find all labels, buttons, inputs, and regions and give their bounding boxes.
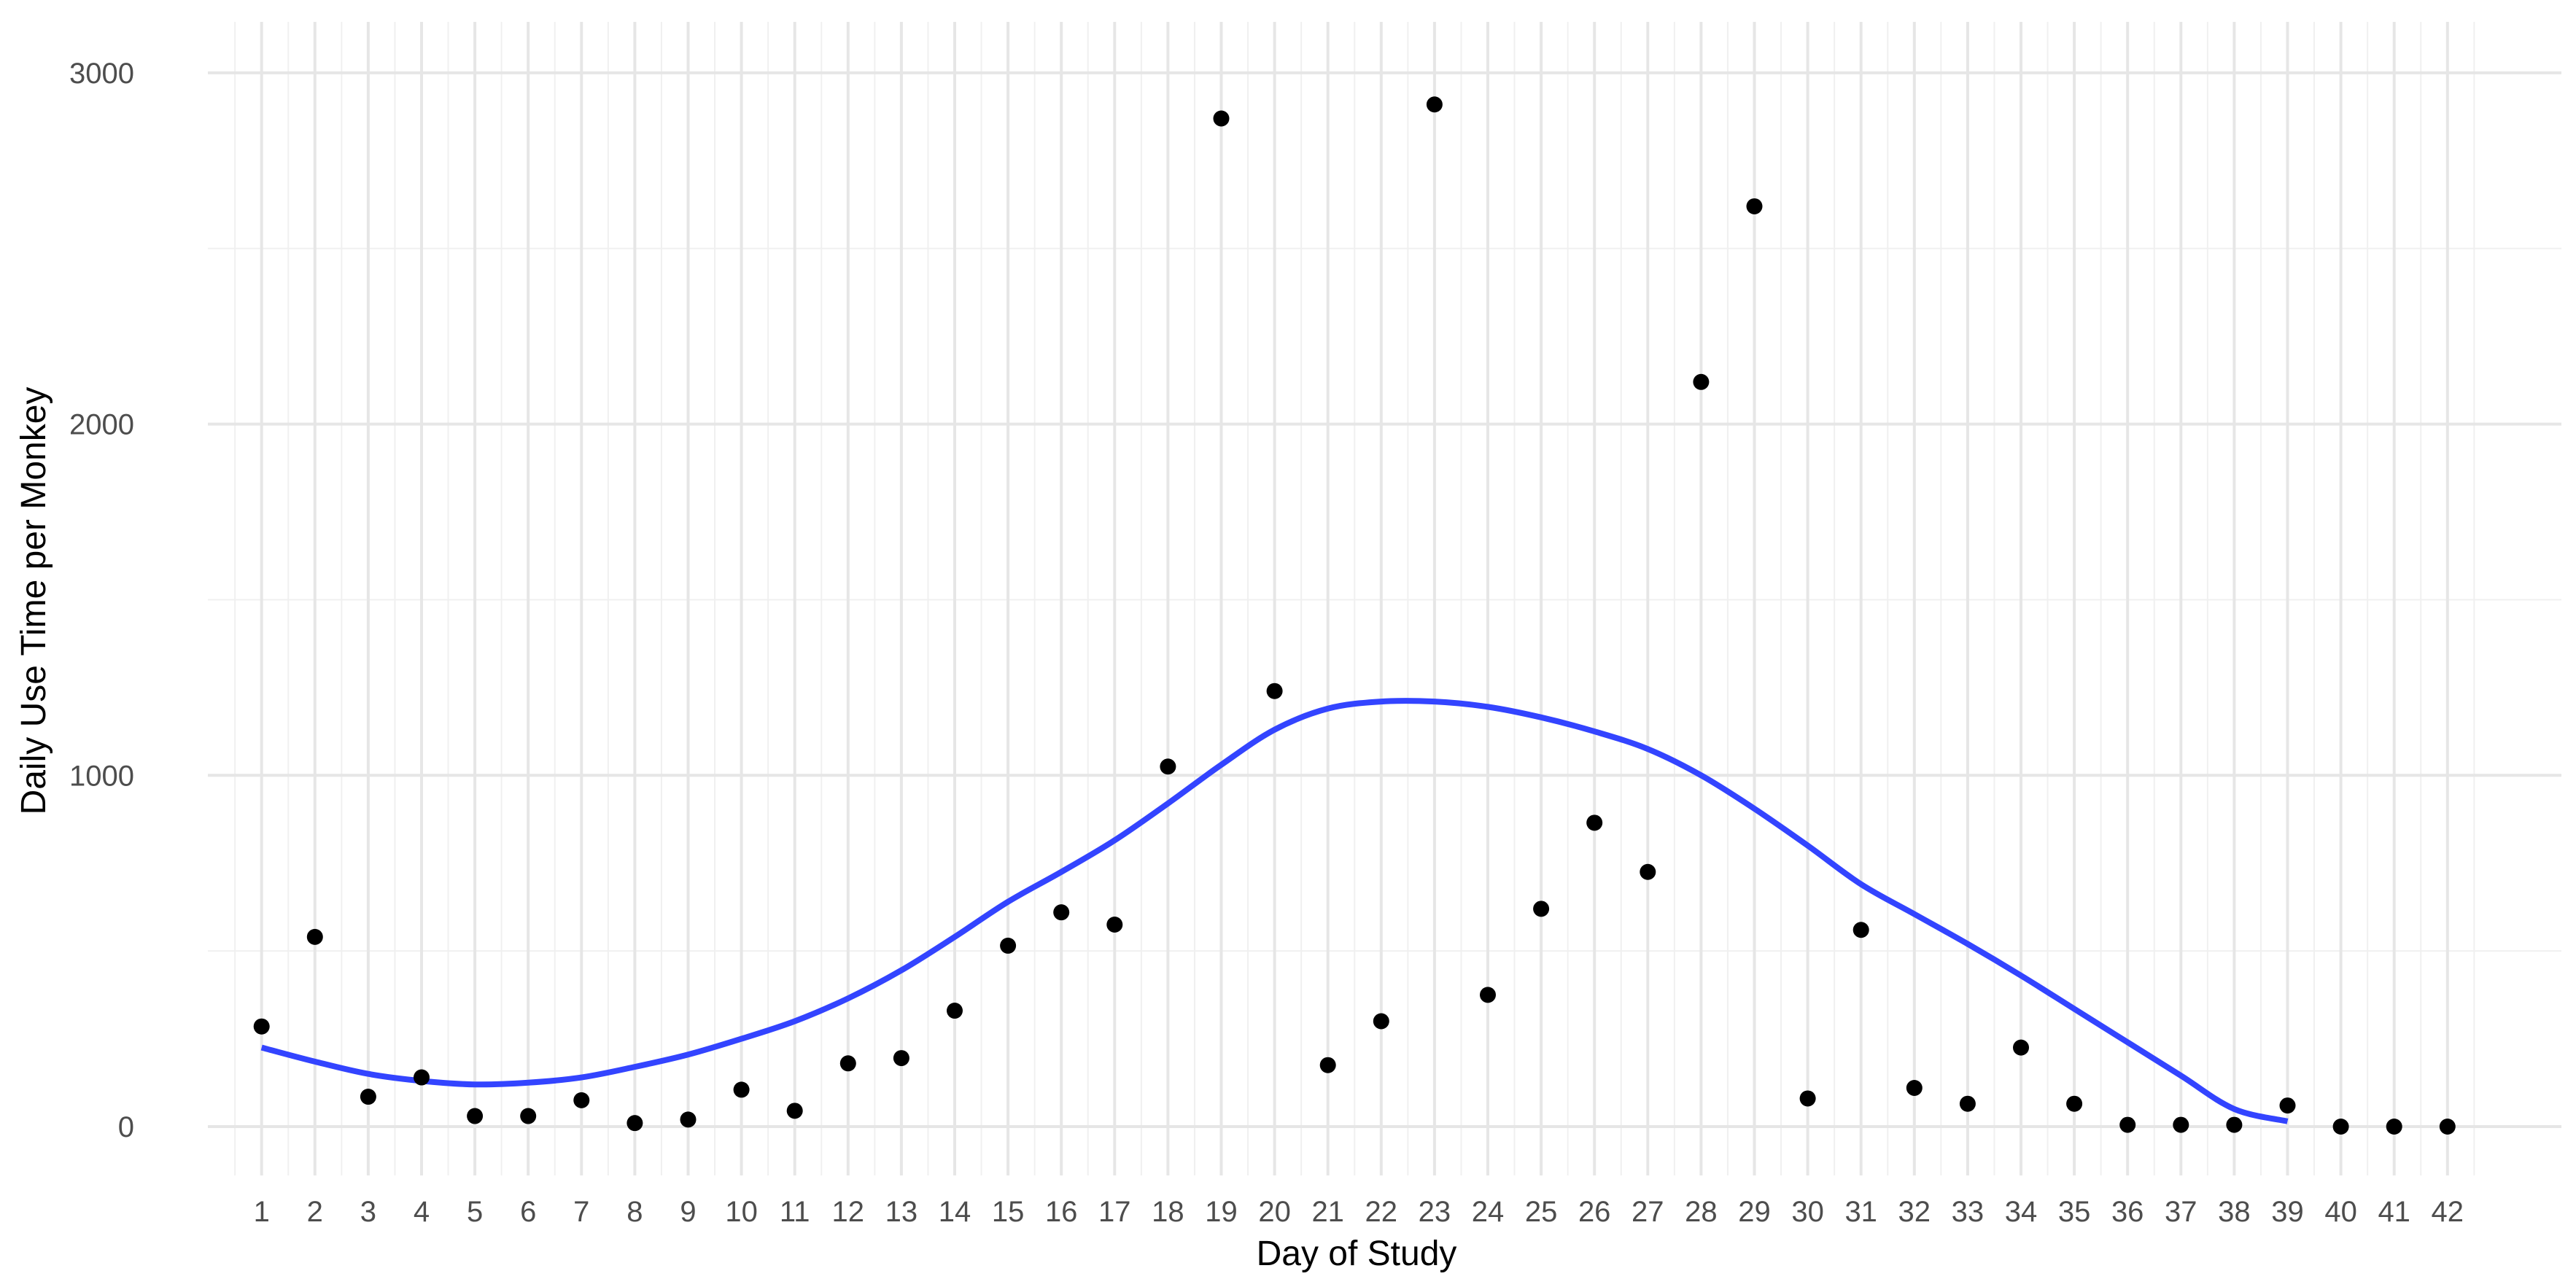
data-point [2226,1116,2243,1133]
x-axis-ticks: 1 2 3 4 5 6 7 8 9 10 11 12 13 14 15 16 17 18 19 20 21 22 23 24 2… [254,1196,2464,1228]
data-point [680,1111,697,1128]
y-tick-label: 2000 [69,409,134,441]
x-tick-label: 22 [1365,1196,1398,1228]
x-tick-label: 36 [2111,1196,2144,1228]
x-tick-label: 17 [1098,1196,1131,1228]
data-point [1213,110,1230,127]
data-point [733,1081,750,1098]
y-axis-ticks: 0 1000 2000 3000 [69,58,134,1143]
x-axis-title: Day of Study [1257,1234,1457,1273]
x-tick-label: 27 [1632,1196,1664,1228]
y-tick-label: 3000 [69,58,134,90]
x-tick-label: 3 [360,1196,376,1228]
data-point [2279,1097,2296,1114]
data-point [2066,1095,2083,1112]
y-tick-label: 0 [118,1111,134,1143]
data-point [1906,1080,1923,1097]
data-point [1053,904,1070,921]
data-point [1000,937,1017,954]
x-tick-label: 6 [520,1196,536,1228]
x-tick-label: 32 [1898,1196,1931,1228]
x-tick-label: 19 [1205,1196,1238,1228]
data-point [1853,922,1869,938]
x-tick-label: 41 [2378,1196,2410,1228]
x-tick-label: 21 [1311,1196,1344,1228]
data-point [1106,917,1123,933]
data-point [2119,1116,2136,1133]
smooth-trend-line [260,698,2289,1124]
x-tick-label: 37 [2165,1196,2197,1228]
x-tick-label: 26 [1578,1196,1611,1228]
data-point [1746,198,1763,214]
data-point [1319,1057,1336,1073]
x-tick-label: 2 [307,1196,323,1228]
data-point [2013,1039,2029,1056]
data-point [893,1050,909,1067]
data-points-layer [253,96,2456,1135]
x-tick-label: 42 [2432,1196,2464,1228]
x-tick-label: 4 [414,1196,430,1228]
data-point [839,1055,856,1072]
x-tick-label: 25 [1525,1196,1558,1228]
x-tick-label: 9 [680,1196,696,1228]
y-axis-title: Daily Use Time per Monkey [15,387,53,815]
x-tick-label: 15 [992,1196,1025,1228]
x-tick-label: 7 [573,1196,589,1228]
data-point [467,1108,484,1124]
x-tick-label: 40 [2324,1196,2357,1228]
x-tick-label: 23 [1419,1196,1451,1228]
x-tick-label: 10 [725,1196,758,1228]
x-tick-label: 12 [832,1196,865,1228]
data-point [1799,1090,1816,1107]
x-tick-label: 29 [1738,1196,1771,1228]
data-point [786,1103,803,1119]
data-point [2386,1119,2402,1135]
x-tick-label: 30 [1791,1196,1824,1228]
x-tick-label: 39 [2271,1196,2304,1228]
data-point [2439,1119,2456,1135]
data-point [306,928,323,945]
x-tick-label: 13 [885,1196,918,1228]
x-tick-label: 31 [1844,1196,1877,1228]
data-point [626,1115,643,1132]
y-tick-label: 1000 [69,760,134,792]
x-tick-label: 1 [254,1196,270,1228]
x-tick-label: 11 [780,1196,810,1228]
data-point [1640,863,1656,880]
x-tick-label: 16 [1045,1196,1078,1228]
data-point [2332,1119,2349,1135]
x-tick-label: 5 [467,1196,483,1228]
x-tick-label: 28 [1685,1196,1718,1228]
data-point [360,1089,376,1105]
data-point [1426,96,1443,113]
data-point [1373,1013,1389,1030]
data-point [1586,814,1603,831]
x-tick-label: 38 [2218,1196,2251,1228]
smooth-line-layer [260,698,2289,1124]
x-tick-label: 20 [1258,1196,1291,1228]
data-point [1266,683,1283,699]
grid-lines [208,22,2561,1175]
x-tick-label: 24 [1472,1196,1505,1228]
data-point [2173,1116,2189,1133]
x-tick-label: 35 [2058,1196,2091,1228]
x-tick-label: 14 [939,1196,971,1228]
data-point [573,1092,590,1108]
data-point [1160,758,1176,775]
data-point [947,1003,963,1019]
data-point [1480,987,1496,1003]
x-tick-label: 33 [1952,1196,1985,1228]
data-point [520,1108,537,1124]
data-point [1959,1095,1976,1112]
data-point [253,1018,270,1035]
data-point [1693,373,1710,390]
data-point [1533,901,1550,917]
x-tick-label: 34 [2005,1196,2038,1228]
data-point [414,1069,430,1086]
x-tick-label: 8 [626,1196,643,1228]
x-tick-label: 18 [1152,1196,1184,1228]
